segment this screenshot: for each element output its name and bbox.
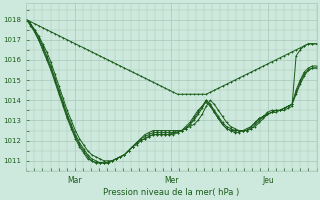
X-axis label: Pression niveau de la mer( hPa ): Pression niveau de la mer( hPa ) [103, 188, 240, 197]
